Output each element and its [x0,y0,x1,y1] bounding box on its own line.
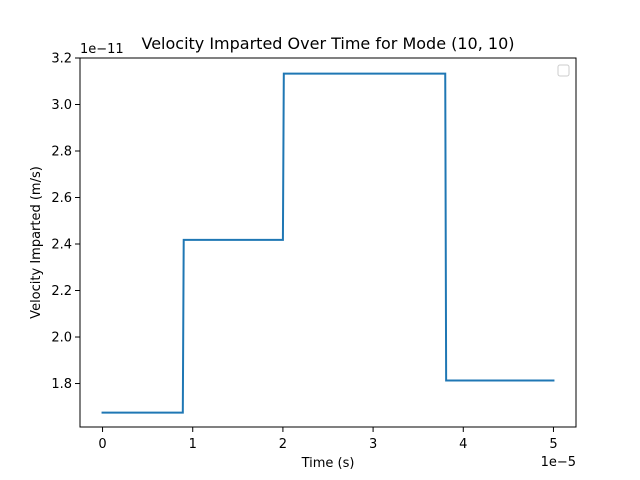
y-tick-label: 1.8 [51,377,72,392]
plot-layer [101,72,555,414]
x-axis: 0 1 2 3 4 5 [98,427,558,452]
series-point [102,412,104,414]
y-tick-label: 3.0 [51,98,72,113]
y-tick-label: 2.6 [51,191,72,206]
series-point [183,239,185,241]
x-tick-label: 0 [98,437,106,452]
x-axis-label: Time (s) [301,456,355,471]
y-axis-label: Velocity Imparted (m/s) [29,166,44,319]
chart-title: Velocity Imparted Over Time for Mode (10… [141,34,514,53]
series-point [444,73,446,75]
series-point [445,380,447,382]
series-point [182,412,184,414]
x-tick-label: 4 [459,437,467,452]
y-tick-label: 2.8 [51,145,72,160]
y-tick-label: 3.2 [51,52,72,67]
x-tick-label: 2 [279,437,287,452]
series-point [553,380,555,382]
y-axis: 1.8 2.0 2.2 2.4 2.6 2.8 3.0 3.2 [51,52,80,392]
y-tick-label: 2.4 [51,238,72,253]
x-tick-label: 1 [189,437,197,452]
y-axis-scale-label: 1e−11 [80,42,124,57]
x-axis-scale-label: 1e−5 [541,455,576,470]
series-point [282,239,284,241]
legend-box [557,64,570,77]
x-tick-label: 5 [549,437,557,452]
x-tick-label: 3 [369,437,377,452]
plot-frame [79,57,577,428]
series-line [101,72,555,414]
y-tick-label: 2.2 [51,284,72,299]
series-point [283,73,285,75]
y-tick-label: 2.0 [51,331,72,346]
